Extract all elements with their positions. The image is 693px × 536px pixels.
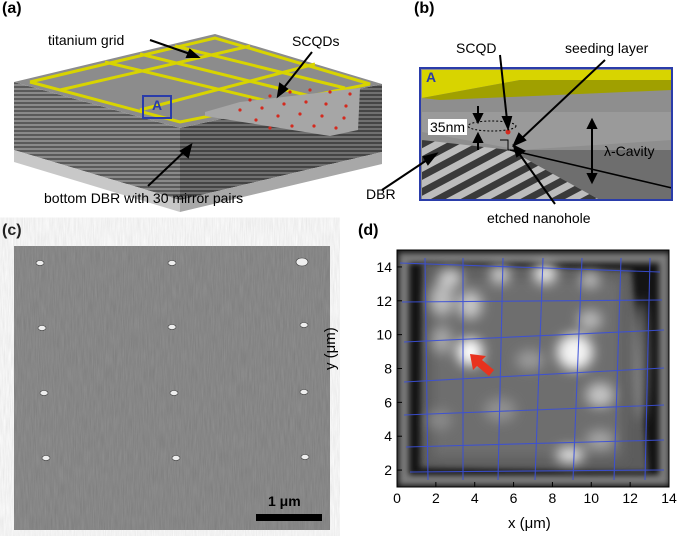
y-tick-label: 4 — [384, 428, 392, 444]
ti-layer-b — [422, 70, 672, 98]
substrate-front — [14, 150, 180, 212]
etched-nanohole-label: etched nanohole — [487, 210, 591, 226]
dbr-label: DBR — [366, 186, 396, 202]
y-tick-label: 8 — [384, 361, 392, 377]
bottom-dbr-label: bottom DBR with 30 mirror pairs — [44, 190, 244, 206]
ti-grid-outer — [29, 36, 371, 124]
panel-b-illustration — [381, 54, 673, 205]
pl-arrow — [470, 354, 494, 376]
ti-grid-line — [174, 44, 346, 90]
x-tick-label: 10 — [583, 490, 599, 506]
top-surface — [14, 34, 382, 128]
x-tick-label: 2 — [432, 490, 440, 506]
x-tick-label: 0 — [393, 490, 401, 506]
y-tick-label: 14 — [376, 259, 392, 275]
inset-marker-a-b: A — [426, 69, 437, 85]
substrate-right — [180, 152, 382, 212]
etched-region — [205, 88, 360, 136]
x-tick-label: 4 — [471, 490, 479, 506]
panel-a-label: (a) — [2, 0, 22, 17]
x-tick-label: 6 — [510, 490, 518, 506]
x-tick-label: 14 — [661, 490, 677, 506]
dbr-stripes-b — [422, 140, 600, 200]
scqds-label: SCQDs — [292, 33, 340, 49]
inset-marker-a: A — [152, 97, 163, 113]
x-tick-label: 8 — [549, 490, 557, 506]
sem-image — [14, 246, 330, 530]
x-tick-label: 12 — [622, 490, 638, 506]
y-tick-label: 10 — [376, 327, 392, 343]
panel-b-label: (b) — [414, 0, 435, 17]
ti-grid-line — [104, 60, 281, 106]
scale-bar — [256, 514, 322, 521]
panel-c-label: (c) — [2, 222, 22, 239]
ti-grid-line — [139, 62, 316, 112]
dbr-left-face — [14, 82, 180, 200]
y-axis-label: y (μm) — [322, 327, 339, 370]
panel-a-illustration — [14, 34, 382, 212]
panel-d-label: (d) — [358, 222, 379, 239]
y-tick-label: 12 — [376, 293, 392, 309]
y-tick-label: 6 — [384, 394, 392, 410]
x-axis-label: x (μm) — [508, 515, 551, 532]
cavity-label: λ-Cavity — [604, 143, 655, 159]
y-tick-label: 2 — [384, 462, 392, 478]
thickness-label: 35nm — [428, 119, 468, 135]
scale-bar-label: 1 μm — [268, 493, 301, 509]
ti-grid-line — [59, 44, 251, 92]
inset-frame-b — [419, 67, 673, 201]
titanium-grid-label: titanium grid — [48, 32, 125, 48]
scqd-label: SCQD — [456, 40, 497, 56]
inset-marker-box — [142, 95, 172, 119]
seeding-layer-label: seeding layer — [565, 40, 649, 56]
